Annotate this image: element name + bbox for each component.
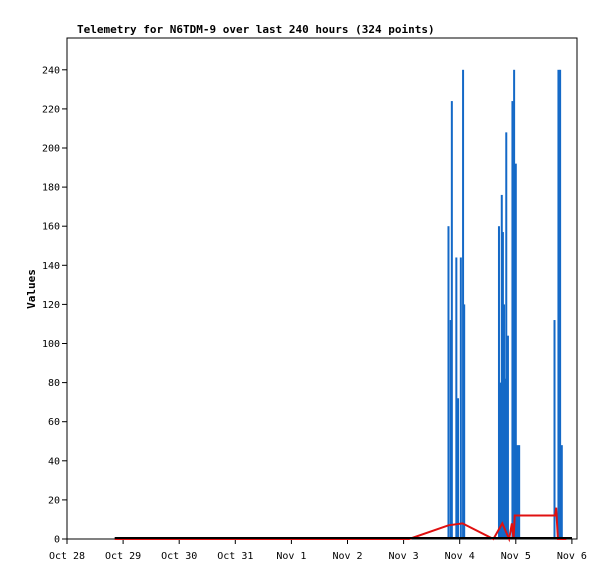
data-bar [500,194,503,540]
data-bar [501,232,504,539]
x-axis-ticks: Oct 28 Oct 29 Oct 30 Oct 31 Nov 1 Nov 2 Nov 3 N… [49,539,587,562]
x-tick-label: Nov 1 [276,551,306,562]
y-tick-label: 160 [42,222,60,233]
x-tick-label: Oct 28 [49,551,85,562]
y-axis-ticks: 0 20 40 60 80 100 120 140 160 180 200 220 240 [42,65,67,546]
y-tick-label: 60 [48,417,60,428]
chart-title: Telemetry for N6TDM-9 over last 240 hour… [77,23,435,36]
data-bar [560,445,563,539]
data-bar [506,335,509,539]
y-tick-label: 20 [48,495,60,506]
data-bar [455,257,458,539]
line-series [114,507,572,543]
y-axis-label: Values [25,269,38,309]
plot-area [66,37,578,540]
data-bar [505,132,508,540]
y-tick-label: 240 [42,65,60,76]
bar-series [447,69,563,540]
y-tick-label: 220 [42,104,60,115]
y-tick-label: 140 [42,261,60,272]
data-bar [559,69,562,540]
y-tick-label: 80 [48,378,60,389]
x-tick-label: Nov 6 [557,551,587,562]
x-tick-label: Oct 31 [217,551,253,562]
y-tick-label: 180 [42,183,60,194]
data-bar [516,445,519,539]
data-bar [463,304,466,539]
data-bar [499,382,502,539]
data-bar [504,378,507,539]
data-bar [557,69,560,540]
y-tick-label: 40 [48,456,60,467]
y-tick-label: 120 [42,300,60,311]
data-bar [553,320,556,539]
data-bar [447,226,450,539]
x-tick-label: Nov 5 [501,551,531,562]
x-tick-label: Nov 2 [332,551,362,562]
y-tick-label: 100 [42,339,60,350]
data-bar [503,304,506,539]
data-bar [511,101,514,539]
data-bar [497,226,500,539]
data-bar [518,445,521,539]
x-tick-label: Oct 30 [161,551,197,562]
data-bar [459,257,462,539]
data-bar [449,320,452,539]
data-line [114,507,567,543]
y-tick-label: 0 [54,535,60,546]
x-tick-label: Nov 3 [389,551,419,562]
data-bar [457,398,460,539]
data-bar [462,69,465,540]
data-bar [450,101,453,539]
data-bar [514,163,517,539]
x-tick-label: Nov 4 [445,551,475,562]
y-tick-label: 200 [42,144,60,155]
x-tick-label: Oct 29 [105,551,141,562]
data-bar [513,69,516,540]
